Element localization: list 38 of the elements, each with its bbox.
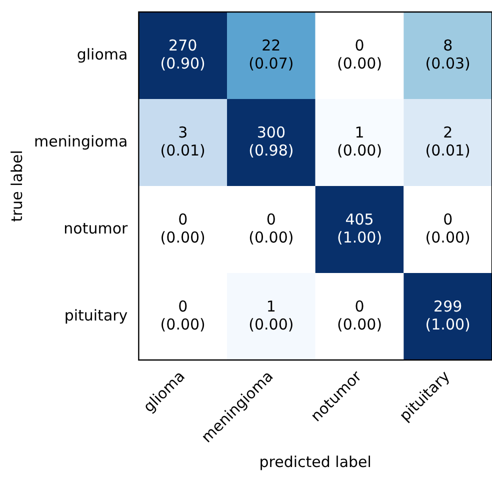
data-label: 0 <box>178 297 188 316</box>
annotation: (1.00) <box>425 315 470 334</box>
data-label: 0 <box>354 297 364 316</box>
y-tick-label: pituitary <box>64 306 128 324</box>
y-tick-label: glioma <box>76 45 128 64</box>
annotation: (0.00) <box>336 315 382 334</box>
annotation: (0.00) <box>336 141 382 160</box>
data-label: 299 <box>434 297 462 316</box>
data-label: 0 <box>354 36 364 54</box>
annotation: (0.00) <box>160 228 206 246</box>
x-axis-title: predicted label <box>259 452 372 471</box>
annotation: (0.00) <box>425 228 470 246</box>
data-label: 405 <box>345 210 374 228</box>
annotation: (1.00) <box>336 228 382 246</box>
data-label: 0 <box>443 210 453 228</box>
data-label: 1 <box>354 123 364 142</box>
data-label: 0 <box>178 210 188 228</box>
data-label: 3 <box>178 123 188 142</box>
data-label: 270 <box>168 36 198 54</box>
annotation: (0.90) <box>160 54 206 72</box>
y-tick-label: meningioma <box>34 132 128 150</box>
data-label: 8 <box>443 36 453 54</box>
data-label: 300 <box>256 123 286 142</box>
y-axis-title: true label <box>8 150 26 222</box>
annotation: (0.07) <box>248 54 294 72</box>
annotation: (0.00) <box>336 54 382 72</box>
data-label: 2 <box>443 123 453 142</box>
annotation: (0.00) <box>248 228 294 246</box>
annotation: (0.00) <box>160 315 206 334</box>
annotation: (0.01) <box>160 141 206 160</box>
annotation: (0.98) <box>248 141 294 160</box>
data-label: 1 <box>266 297 276 316</box>
data-label: 0 <box>266 210 276 228</box>
annotation: (0.01) <box>425 141 470 160</box>
annotation: (0.03) <box>425 54 470 72</box>
annotation: (0.00) <box>248 315 294 334</box>
data-label: 22 <box>262 36 281 54</box>
y-tick-label: notumor <box>64 219 129 238</box>
